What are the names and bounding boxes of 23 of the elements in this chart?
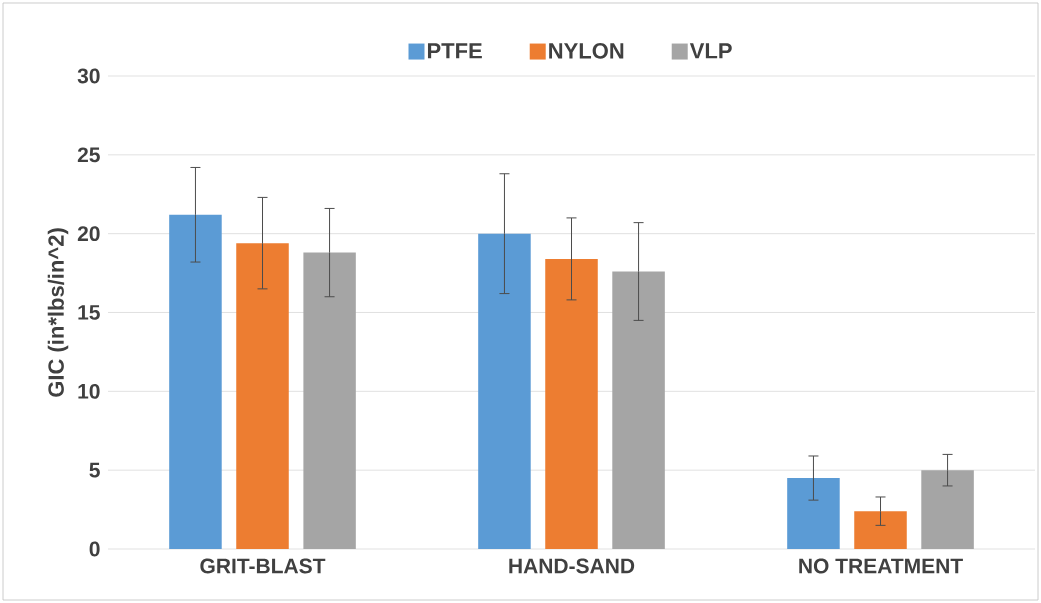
y-tick-label: 30 [77, 68, 100, 84]
y-tick-label: 5 [89, 462, 100, 478]
x-tick-label: GRIT-BLAST [200, 558, 326, 574]
legend-label: VLP [689, 43, 732, 59]
bar [921, 470, 974, 549]
bar [545, 258, 598, 549]
y-tick-label: 25 [77, 147, 100, 163]
bar [612, 271, 665, 549]
bar [787, 478, 840, 549]
y-tick-label: 15 [78, 305, 100, 320]
bar [303, 252, 356, 549]
bar [854, 511, 907, 549]
bar [169, 214, 222, 549]
legend-label: NYLON [549, 43, 624, 59]
legend-label: PTFE [427, 43, 482, 59]
y-tick-label: 10 [78, 383, 100, 399]
y-tick-label: 0 [89, 541, 100, 557]
y-axis-title: GIC (in*lbs/in^2) [47, 228, 69, 397]
x-tick-label: NO TREATMENT [799, 558, 963, 574]
bar [478, 233, 531, 549]
y-tick-label: 20 [77, 226, 100, 242]
x-tick-label: HAND-SAND [509, 558, 635, 574]
bar [236, 243, 289, 549]
